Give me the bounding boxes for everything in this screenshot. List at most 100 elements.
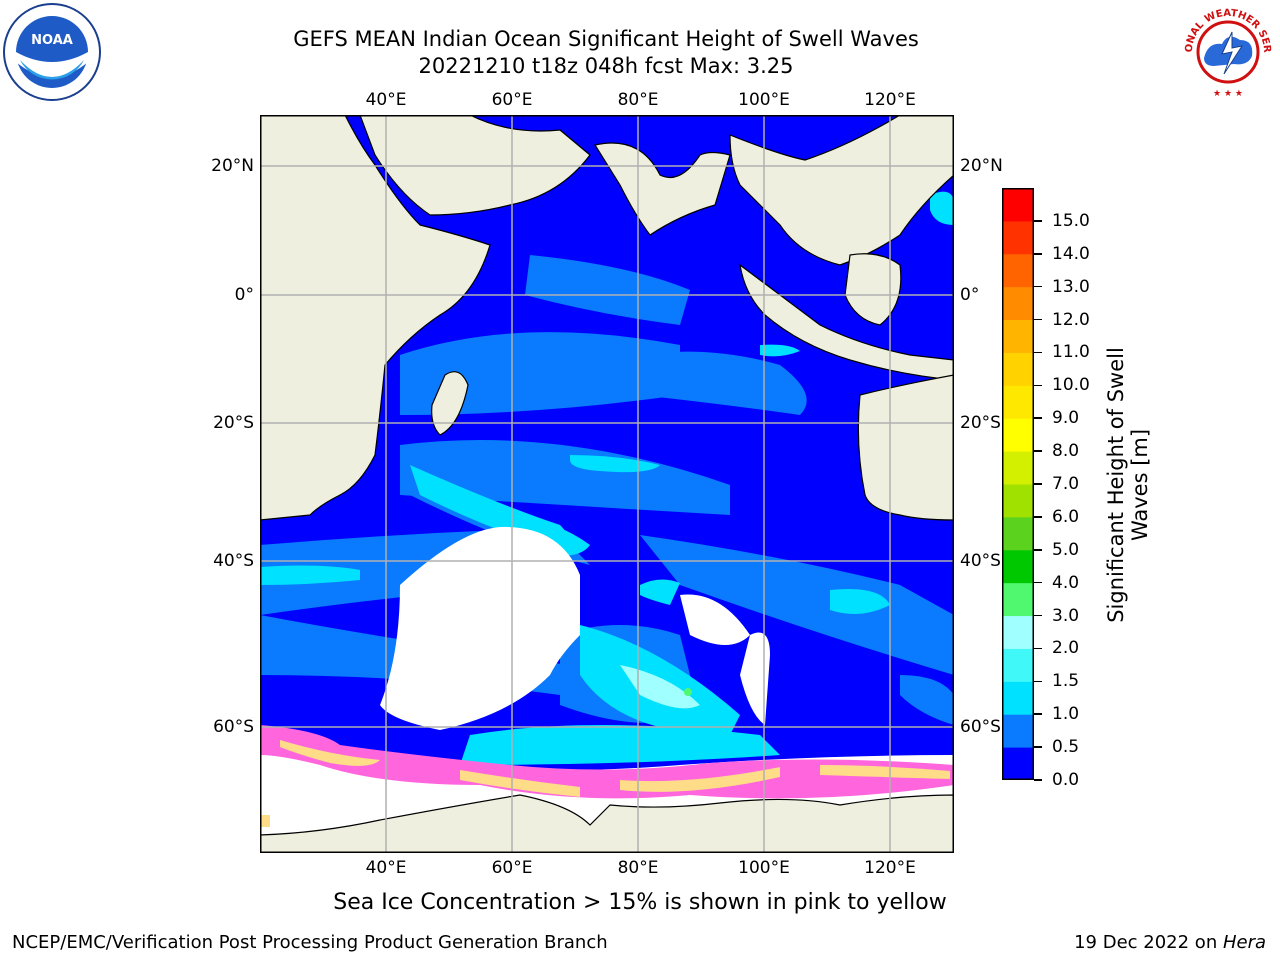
colorbar-tick-mark — [1034, 713, 1042, 715]
colorbar-tick-mark — [1034, 516, 1042, 518]
sea-ice-band — [260, 725, 954, 799]
colorbar-tick-mark — [1034, 417, 1042, 419]
colorbar-tick-label: 2.0 — [1052, 638, 1080, 659]
colorbar-segment — [1002, 714, 1034, 748]
land-masses — [260, 115, 954, 853]
footer-host: Hera — [1222, 932, 1266, 953]
colorbar-tick-label: 4.0 — [1052, 572, 1080, 593]
colorbar-segment — [1002, 352, 1034, 386]
lat-label-left-20s: 20°S — [213, 413, 254, 433]
colorbar-tick-label: 0.0 — [1052, 770, 1080, 790]
colorbar-segment — [1002, 385, 1034, 419]
colorbar-segment — [1002, 747, 1034, 780]
colorbar-tick-label: 11.0 — [1052, 342, 1090, 363]
lat-label-left-0: 0° — [234, 285, 254, 305]
colorbar-tick-mark — [1034, 549, 1042, 551]
lon-label-bottom-120e: 120°E — [864, 858, 916, 878]
colorbar-tick-mark — [1034, 483, 1042, 485]
colorbar-tick-mark — [1034, 220, 1042, 222]
colorbar-tick-label: 0.5 — [1052, 737, 1080, 758]
colorbar-tick-mark — [1034, 450, 1042, 452]
lat-label-right-20s: 20°S — [960, 413, 1001, 433]
colorbar-segment — [1002, 615, 1034, 649]
lon-label-bottom-80e: 80°E — [617, 858, 659, 878]
colorbar-tick-mark — [1034, 680, 1042, 683]
colorbar-segment — [1002, 451, 1034, 485]
lat-label-left-20n: 20°N — [211, 156, 254, 176]
colorbar-frame — [1002, 188, 1034, 780]
colorbar-segment — [1002, 286, 1034, 321]
lat-label-right-0: 0° — [960, 285, 980, 305]
colorbar-tick-label: 1.0 — [1052, 704, 1080, 725]
land-madagascar — [431, 371, 469, 436]
colorbar-tick-label: 13.0 — [1052, 276, 1090, 297]
colorbar-segment — [1002, 253, 1034, 288]
colorbar-segment — [1002, 582, 1034, 617]
colorbar-tick-mark — [1034, 384, 1042, 387]
colorbar-tick-mark — [1034, 285, 1042, 288]
land-africa — [260, 115, 491, 521]
footer-date-text: 19 Dec 2022 on — [1074, 932, 1223, 953]
colorbar-tick-label: 7.0 — [1052, 474, 1080, 494]
colorbar-tick-label: 3.0 — [1052, 605, 1080, 626]
nws-logo: NATIONAL WEATHER SERVICE ★ ★ ★ — [1178, 2, 1276, 100]
colorbar-tick-label: 1.5 — [1052, 671, 1080, 692]
swell-max-spot — [684, 688, 692, 696]
colorbar-tick-mark — [1034, 614, 1042, 617]
colorbar-segment — [1002, 484, 1034, 518]
lon-label-top-80e: 80°E — [617, 90, 659, 110]
colorbar-segment — [1002, 648, 1034, 682]
chart-title: GEFS MEAN Indian Ocean Significant Heigh… — [293, 27, 919, 51]
colorbar-tick-mark — [1034, 351, 1042, 354]
swell-height-map — [260, 115, 954, 853]
land-seasia — [729, 115, 954, 266]
colorbar-tick-mark — [1034, 779, 1042, 781]
lat-label-right-40s: 40°S — [960, 551, 1001, 571]
land-arabia — [359, 115, 591, 216]
lon-label-bottom-40e: 40°E — [365, 858, 407, 878]
lon-label-bottom-100e: 100°E — [738, 858, 790, 878]
sea-ice-yellow — [260, 740, 950, 827]
colorbar-tick-mark — [1034, 253, 1042, 255]
land-antarctica — [260, 794, 954, 853]
sea-ice-caption: Sea Ice Concentration > 15% is shown in … — [333, 890, 947, 915]
colorbar-label-line1: Significant Height of Swell — [1104, 347, 1128, 623]
colorbar-tick-label: 12.0 — [1052, 309, 1090, 330]
colorbar-segment — [1002, 319, 1034, 353]
colorbar-tick-mark — [1034, 581, 1042, 584]
map-frame — [260, 115, 954, 853]
lon-label-top-100e: 100°E — [738, 90, 790, 110]
colorbar-tick-label: 14.0 — [1052, 243, 1090, 264]
colorbar-segment — [1002, 681, 1034, 715]
lon-label-top-60e: 60°E — [491, 90, 533, 110]
colorbar-segment — [1002, 516, 1034, 551]
colorbar-segment — [1002, 188, 1034, 222]
lon-label-top-40e: 40°E — [365, 90, 407, 110]
colorbar-segment — [1002, 220, 1034, 255]
lat-label-left-40s: 40°S — [213, 551, 254, 571]
colorbar-tick-label: 5.0 — [1052, 539, 1080, 560]
lon-label-top-120e: 120°E — [864, 90, 916, 110]
chart-subtitle: 20221210 t18z 048h fcst Max: 3.25 — [418, 54, 794, 78]
svg-text:★ ★ ★: ★ ★ ★ — [1213, 89, 1243, 99]
colorbar-tick-label: 10.0 — [1052, 375, 1090, 396]
colorbar — [1002, 188, 1034, 780]
lat-label-right-60s: 60°S — [960, 717, 1001, 737]
lon-label-bottom-60e: 60°E — [491, 858, 533, 878]
colorbar-segment — [1002, 418, 1034, 452]
lat-label-right-20n: 20°N — [960, 156, 1003, 176]
colorbar-tick-label: 15.0 — [1052, 210, 1090, 231]
colorbar-label: Significant Height of Swell Waves [m] — [1104, 347, 1152, 623]
colorbar-tick-label: 9.0 — [1052, 408, 1080, 429]
lat-label-left-60s: 60°S — [213, 717, 254, 737]
svg-text:NOAA: NOAA — [31, 33, 73, 48]
footer-branch: NCEP/EMC/Verification Post Processing Pr… — [12, 932, 608, 953]
land-indonesia — [739, 263, 954, 381]
colorbar-label-line2: Waves [m] — [1128, 428, 1152, 542]
colorbar-tick-mark — [1034, 647, 1042, 650]
swell-zone-peak — [620, 665, 700, 709]
colorbar-segment — [1002, 549, 1034, 584]
colorbar-tick-mark — [1034, 746, 1042, 748]
colorbar-tick-label: 6.0 — [1052, 506, 1080, 527]
colorbar-tick-mark — [1034, 318, 1042, 321]
